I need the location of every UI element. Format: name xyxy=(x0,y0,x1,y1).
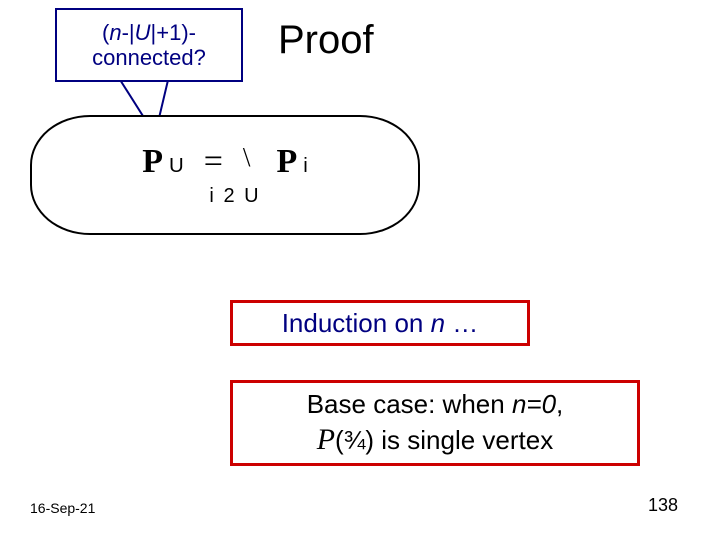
connectivity-callout: (n-|U|+1)- connected? xyxy=(55,8,243,82)
txt: is single vertex xyxy=(374,425,553,455)
formula-sub: i 2 U xyxy=(209,185,260,208)
base-line1: Base case: when n=0, xyxy=(307,388,564,421)
var-U: U xyxy=(135,20,151,45)
var-n0: n=0 xyxy=(512,389,556,419)
footer-page-text: 138 xyxy=(648,495,678,515)
arg: (¾) xyxy=(335,425,374,455)
formula-main: PU = \ Pi xyxy=(142,143,308,181)
sub-i2: i xyxy=(209,185,215,207)
var-n: n xyxy=(109,20,121,45)
sub-U: U xyxy=(169,155,184,178)
slide-title: Proof xyxy=(278,18,374,63)
txt: , xyxy=(556,389,563,419)
txt: Base case: when xyxy=(307,389,512,419)
slide-title-text: Proof xyxy=(278,18,374,62)
sym-intersect: \ xyxy=(243,142,251,173)
sub-i: i xyxy=(303,155,308,178)
script-P: P xyxy=(317,423,335,456)
sym-P: P xyxy=(142,143,163,181)
sym-eq: = xyxy=(204,143,223,181)
footer-date-text: 16-Sep-21 xyxy=(30,500,95,516)
footer-page-number: 138 xyxy=(648,495,678,516)
sym-P2: P xyxy=(276,143,297,181)
base-case-box: Base case: when n=0, P(¾) is single vert… xyxy=(230,380,640,466)
txt: -| xyxy=(122,20,135,45)
base-line2: P(¾) is single vertex xyxy=(307,421,564,458)
sub-Uset: U xyxy=(244,185,260,207)
txt: |+1)- xyxy=(151,20,196,45)
connectivity-callout-content: (n-|U|+1)- connected? xyxy=(92,20,206,71)
connectivity-line1: (n-|U|+1)- xyxy=(92,20,206,45)
base-case-content: Base case: when n=0, P(¾) is single vert… xyxy=(307,388,564,458)
formula-bubble: PU = \ Pi i 2 U xyxy=(30,115,420,235)
induction-text: Induction on n … xyxy=(282,308,479,339)
sub-in: 2 xyxy=(223,185,236,207)
induction-box: Induction on n … xyxy=(230,300,530,346)
txt: Induction on xyxy=(282,308,431,338)
footer-date: 16-Sep-21 xyxy=(30,500,95,516)
var-n: n xyxy=(431,308,445,338)
connectivity-line2: connected? xyxy=(92,45,206,70)
txt: … xyxy=(445,308,478,338)
